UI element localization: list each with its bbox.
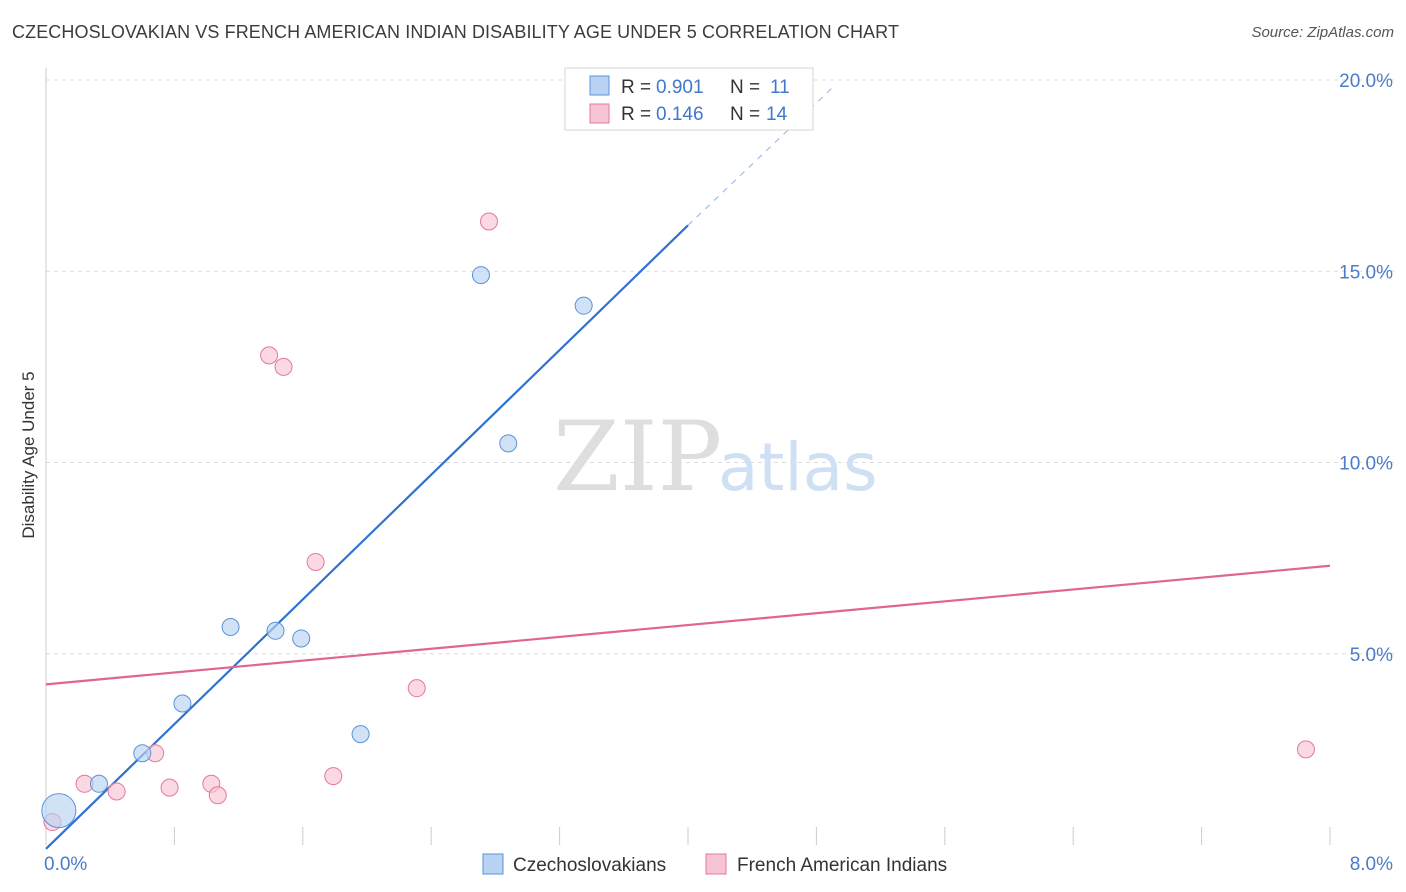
- legend-swatch-czechoslovakians: [589, 75, 610, 96]
- series-legend: Czechoslovakians French American Indians: [482, 853, 947, 876]
- legend-r-label: R =: [621, 104, 651, 125]
- y-axis-label: Disability Age Under 5: [19, 371, 38, 538]
- trend-line-french-american-indians: [45, 564, 1331, 686]
- tick-labels: 5.0% 10.0% 15.0% 20.0% 0.0% 8.0%: [44, 71, 1393, 875]
- legend-n-value: 14: [766, 104, 788, 125]
- data-point-french-american-indians: [1296, 740, 1315, 759]
- data-point-french-american-indians: [306, 552, 325, 571]
- data-point-french-american-indians: [479, 212, 498, 231]
- axes: [45, 68, 1331, 845]
- series-swatch-czechoslovakians: [482, 853, 504, 875]
- correlation-legend: R = 0.901 N = 11 R = 0.146 N = 14: [564, 67, 814, 131]
- watermark: ZIP atlas: [553, 401, 878, 513]
- x-tick-label: 8.0%: [1350, 854, 1393, 875]
- data-point-french-american-indians: [407, 679, 426, 698]
- data-point-czechoslovakians: [351, 725, 370, 744]
- legend-r-label: R =: [621, 77, 651, 98]
- data-point-czechoslovakians: [266, 621, 285, 640]
- x-tick-label: 0.0%: [44, 854, 87, 875]
- data-point-czechoslovakians: [89, 774, 108, 793]
- series-swatch-french-american-indians: [705, 853, 727, 875]
- y-tick-label: 20.0%: [1339, 71, 1393, 92]
- data-point-czechoslovakians: [133, 744, 152, 763]
- data-point-czechoslovakians: [499, 434, 518, 453]
- gridlines: [46, 79, 1395, 655]
- watermark-atlas: atlas: [718, 429, 878, 506]
- data-point-french-american-indians: [260, 346, 279, 365]
- data-points: [41, 212, 1315, 832]
- data-point-czechoslovakians: [471, 266, 490, 285]
- legend-n-label: N =: [730, 104, 760, 125]
- legend-n-label: N =: [730, 77, 760, 98]
- chart-title: CZECHOSLOVAKIAN VS FRENCH AMERICAN INDIA…: [12, 22, 900, 42]
- data-point-czechoslovakians: [221, 617, 240, 636]
- data-point-czechoslovakians: [41, 793, 77, 829]
- data-point-czechoslovakians: [292, 629, 311, 648]
- data-point-czechoslovakians: [574, 296, 593, 315]
- y-tick-label: 10.0%: [1339, 454, 1393, 475]
- legend-swatch-french-american-indians: [589, 103, 610, 124]
- legend-n-value: 11: [770, 77, 790, 98]
- series-label-french-american-indians: French American Indians: [737, 855, 947, 876]
- series-label-czechoslovakians: Czechoslovakians: [513, 855, 666, 876]
- data-point-french-american-indians: [107, 782, 126, 801]
- data-point-french-american-indians: [160, 778, 179, 797]
- y-tick-label: 5.0%: [1350, 645, 1393, 666]
- data-point-french-american-indians: [324, 767, 343, 786]
- legend-r-value: 0.146: [656, 104, 704, 125]
- watermark-zip: ZIP: [553, 401, 722, 513]
- data-point-french-american-indians: [274, 357, 293, 376]
- data-point-czechoslovakians: [173, 694, 192, 713]
- legend-r-value: 0.901: [656, 77, 704, 98]
- data-point-french-american-indians: [208, 786, 227, 805]
- source-label: Source: ZipAtlas.com: [1251, 24, 1394, 41]
- y-tick-label: 15.0%: [1339, 262, 1393, 283]
- trend-line-czechoslovakians-extension: [687, 87, 833, 226]
